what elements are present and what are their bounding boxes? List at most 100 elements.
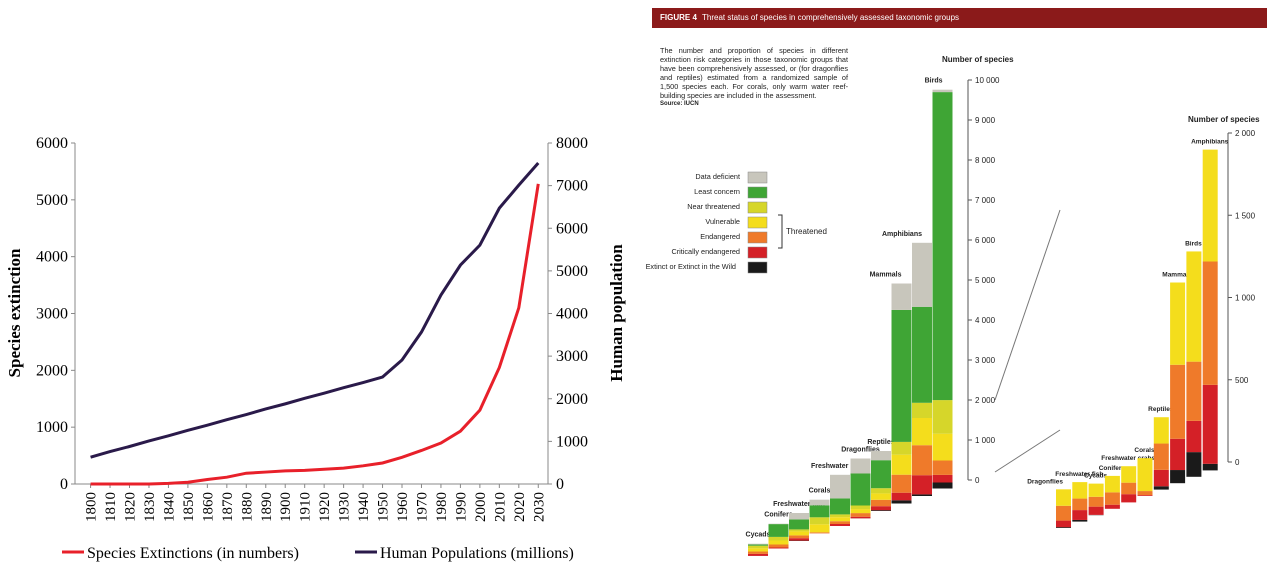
bar-segment <box>850 505 871 510</box>
inset-bar-segment <box>1153 443 1169 470</box>
legend-label: Species Extinctions (in numbers) <box>87 545 299 562</box>
threatened-label: Threatened <box>786 227 827 236</box>
bar-segment <box>871 510 891 511</box>
bar-segment <box>912 494 932 496</box>
bar-segment <box>850 458 871 474</box>
inset-bar-segment <box>1137 458 1153 492</box>
x-tick-label: 1820 <box>123 492 139 522</box>
inset-bar-segment <box>1104 475 1120 493</box>
series-line <box>90 162 540 459</box>
inset-bar-segment <box>1137 495 1153 496</box>
bar-segment <box>891 283 912 310</box>
inset-group-label: Mammals <box>1162 272 1192 279</box>
inset-group-label: Reptiles <box>1148 406 1174 413</box>
bar-segment <box>871 451 891 461</box>
y-tick-label: 7 000 <box>975 196 996 205</box>
y-tick-label: 9 000 <box>975 116 996 125</box>
bar-segment <box>748 543 768 545</box>
bar-segment <box>850 513 871 517</box>
bar-segment <box>912 418 932 446</box>
x-tick-label: 1910 <box>298 492 314 522</box>
bar-segment <box>809 505 830 518</box>
bar-segment <box>850 516 871 519</box>
inset-bar-segment <box>1170 282 1186 365</box>
y-tick-label: 1 000 <box>975 436 996 445</box>
bar-segment <box>748 544 768 546</box>
group-label: Freshwater crabs <box>811 463 869 470</box>
bar-segment <box>830 517 850 522</box>
x-tick-label: 1920 <box>317 492 333 522</box>
inset-bar-segment <box>1072 519 1088 522</box>
bar-segment <box>850 473 871 506</box>
bar-segment <box>809 517 830 525</box>
bar-segment <box>748 548 768 552</box>
threatened-bracket <box>778 214 783 249</box>
bar-segment <box>912 402 932 418</box>
x-tick-label: 1970 <box>414 492 430 522</box>
legend-label: Near threatened <box>687 202 740 211</box>
inset-group-label: Dragonflies <box>1027 478 1063 485</box>
bar-segment <box>789 538 809 541</box>
x-tick-label: 1830 <box>142 492 158 522</box>
bar-segment <box>932 92 953 401</box>
x-tick-label: 2010 <box>492 492 508 522</box>
inset-bar-segment <box>1137 491 1153 496</box>
bar-segment <box>830 498 850 515</box>
x-tick-label: 2020 <box>512 492 528 522</box>
x-tick-label: 1950 <box>376 492 392 522</box>
inset-bar-segment <box>1104 504 1120 509</box>
inset-bar-segment <box>1088 506 1104 515</box>
inset-bar-segment <box>1121 494 1137 503</box>
y2-tick-label: 4000 <box>556 306 588 323</box>
x-tick-label: 1840 <box>161 492 177 522</box>
description: The number and proportion of species in … <box>660 46 848 109</box>
inset-bar-segment <box>1202 384 1218 464</box>
bar-segment <box>768 547 789 549</box>
figure-label: FIGURE 4 <box>660 13 697 22</box>
y-tick-label: 2000 <box>36 362 68 379</box>
inset-bar-segment <box>1121 466 1137 483</box>
y2-axis-title: Human population <box>607 244 626 382</box>
y-tick-label: 5000 <box>36 192 68 209</box>
legend-swatch <box>747 261 768 274</box>
inset-bar-segment <box>1072 498 1088 511</box>
inset-group-label: Amphibians <box>1191 139 1229 146</box>
bar-segment <box>912 306 932 403</box>
bar-segment <box>891 492 912 501</box>
group-label: Conifers <box>764 512 793 519</box>
x-tick-label: 1980 <box>434 492 450 522</box>
legend-label: Human Populations (millions) <box>380 545 574 562</box>
inset-bar-segment <box>1072 510 1088 520</box>
y-tick-label: 10 000 <box>975 76 1000 85</box>
inset-bar-segment <box>1186 420 1202 453</box>
inset-y-tick-label: 1 000 <box>1235 294 1256 303</box>
inset-y-axis-title: Number of species <box>1188 115 1260 124</box>
bar-segment <box>768 524 789 537</box>
bar-segment <box>891 474 912 493</box>
y2-tick-label: 7000 <box>556 178 588 195</box>
group-label: Dragonflies <box>841 447 880 454</box>
y-tick-label: 5 000 <box>975 276 996 285</box>
y-axis-title: Species extinction <box>5 248 24 377</box>
x-tick-label: 1850 <box>181 492 197 522</box>
description-text: The number and proportion of species in … <box>660 46 848 100</box>
inset-group-label: Corals <box>1134 447 1155 454</box>
bar-segment <box>912 242 932 307</box>
y-tick-label: 0 <box>975 476 980 485</box>
legend-label: Data deficient <box>695 172 740 181</box>
bar-segment <box>891 309 912 442</box>
x-tick-label: 1900 <box>278 492 294 522</box>
bar-segment <box>871 460 891 489</box>
bar-segment <box>912 475 932 495</box>
bar-segment <box>789 535 809 539</box>
bar-segment <box>871 488 891 494</box>
inset-group-label: Cycads <box>1084 473 1108 480</box>
source: Source: IUCN <box>660 101 699 107</box>
x-tick-label: 2030 <box>531 492 547 522</box>
inset-bar-segment <box>1186 452 1202 477</box>
y-tick-label: 1000 <box>36 419 68 436</box>
bar-segment <box>748 545 768 549</box>
bar-segment <box>891 441 912 455</box>
inset-bar-segment <box>1186 361 1202 421</box>
x-tick-label: 1870 <box>220 492 236 522</box>
